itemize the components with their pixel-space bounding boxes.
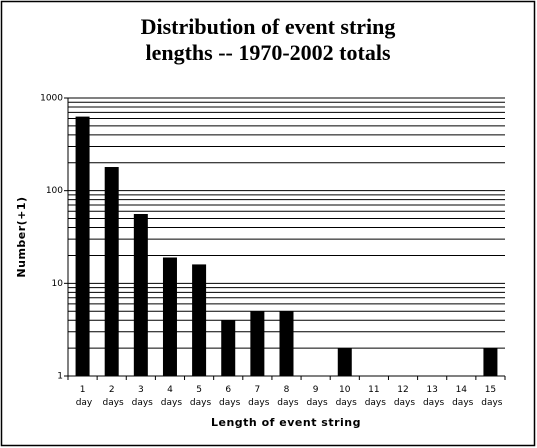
bar: [337, 348, 352, 376]
x-axis-label: Length of event string: [211, 416, 361, 429]
x-tick-label: 14 days: [449, 385, 473, 408]
bar: [104, 167, 119, 376]
x-tick-label: 12 days: [391, 385, 415, 408]
x-tick-label: 11 days: [362, 385, 386, 408]
chart-title: Distribution of event string: [141, 14, 396, 39]
y-axis-label: Number(+1): [15, 196, 28, 277]
x-tick-label: 8 days: [274, 385, 298, 408]
x-tick-label: 13 days: [420, 385, 444, 408]
bar: [133, 214, 148, 376]
x-tick-label: 9 days: [304, 385, 328, 408]
x-tick-label: 2 days: [100, 385, 124, 408]
x-tick-label: 6 days: [216, 385, 240, 408]
bar: [250, 311, 265, 376]
x-tick-label: 15 days: [478, 385, 502, 408]
x-tick-label: 7 days: [245, 385, 269, 408]
x-tick-label: 3 days: [129, 385, 153, 408]
y-tick-label: 10: [52, 279, 64, 289]
y-tick-label: 1: [57, 372, 63, 382]
x-tick-label: 10 days: [333, 385, 357, 408]
x-tick-label: 1 day: [73, 385, 93, 408]
chart-title: lengths -- 1970-2002 totals: [145, 40, 390, 65]
bar: [192, 264, 207, 376]
bar: [221, 320, 236, 376]
bar: [162, 257, 177, 376]
y-tick-label: 100: [46, 186, 63, 196]
x-tick-label: 4 days: [158, 385, 182, 408]
bar: [75, 116, 90, 376]
y-tick-label: 1000: [40, 94, 63, 104]
bar: [279, 311, 294, 376]
bar: [483, 348, 498, 376]
x-tick-label: 5 days: [187, 385, 211, 408]
